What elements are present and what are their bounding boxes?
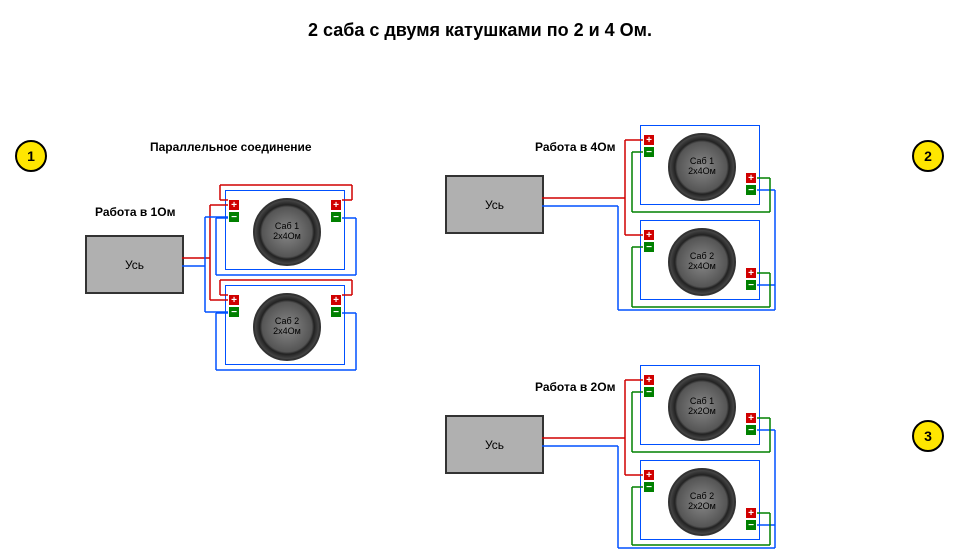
wires-diagram-3 xyxy=(0,0,820,560)
badge-2: 2 xyxy=(912,140,944,172)
badge-3: 3 xyxy=(912,420,944,452)
